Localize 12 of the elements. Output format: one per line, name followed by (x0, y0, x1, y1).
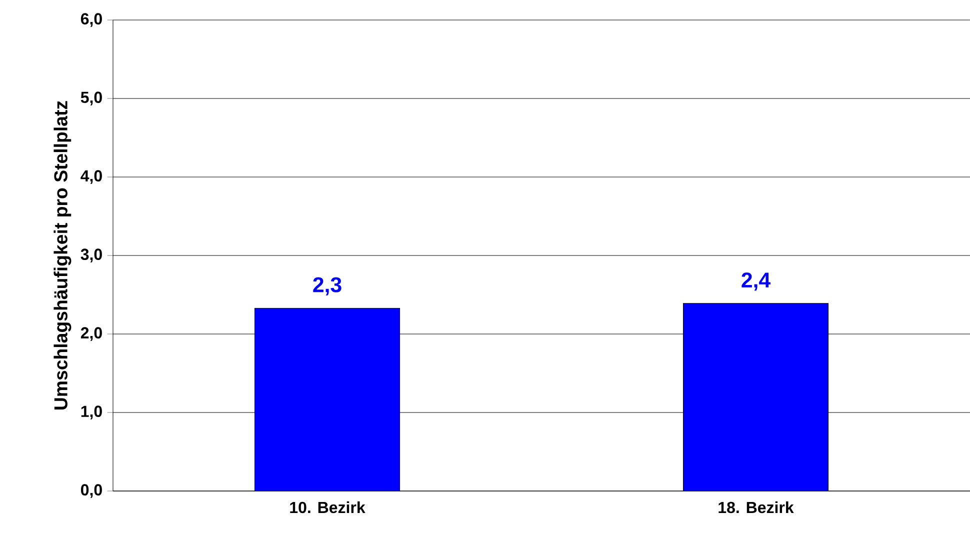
y-tick-label: 1,0 (81, 406, 102, 420)
y-tick-label: 2,0 (80, 327, 102, 341)
data-label: 2,4 (742, 272, 770, 291)
x-tick-label: 10. Bezirk (290, 501, 366, 514)
data-label: 2,3 (313, 277, 342, 296)
x-tick-label: 18. Bezirk (718, 501, 794, 514)
y-tick-label: 3,0 (80, 248, 102, 262)
y-tick-label: 6,0 (80, 13, 102, 27)
y-tick-label: 5,0 (80, 92, 102, 106)
y-tick-label: 4,0 (80, 170, 102, 184)
y-axis-title: Umschlagshäufigkeit pro Stellplatz (54, 101, 72, 410)
y-tick-label: 0,0 (80, 484, 102, 498)
